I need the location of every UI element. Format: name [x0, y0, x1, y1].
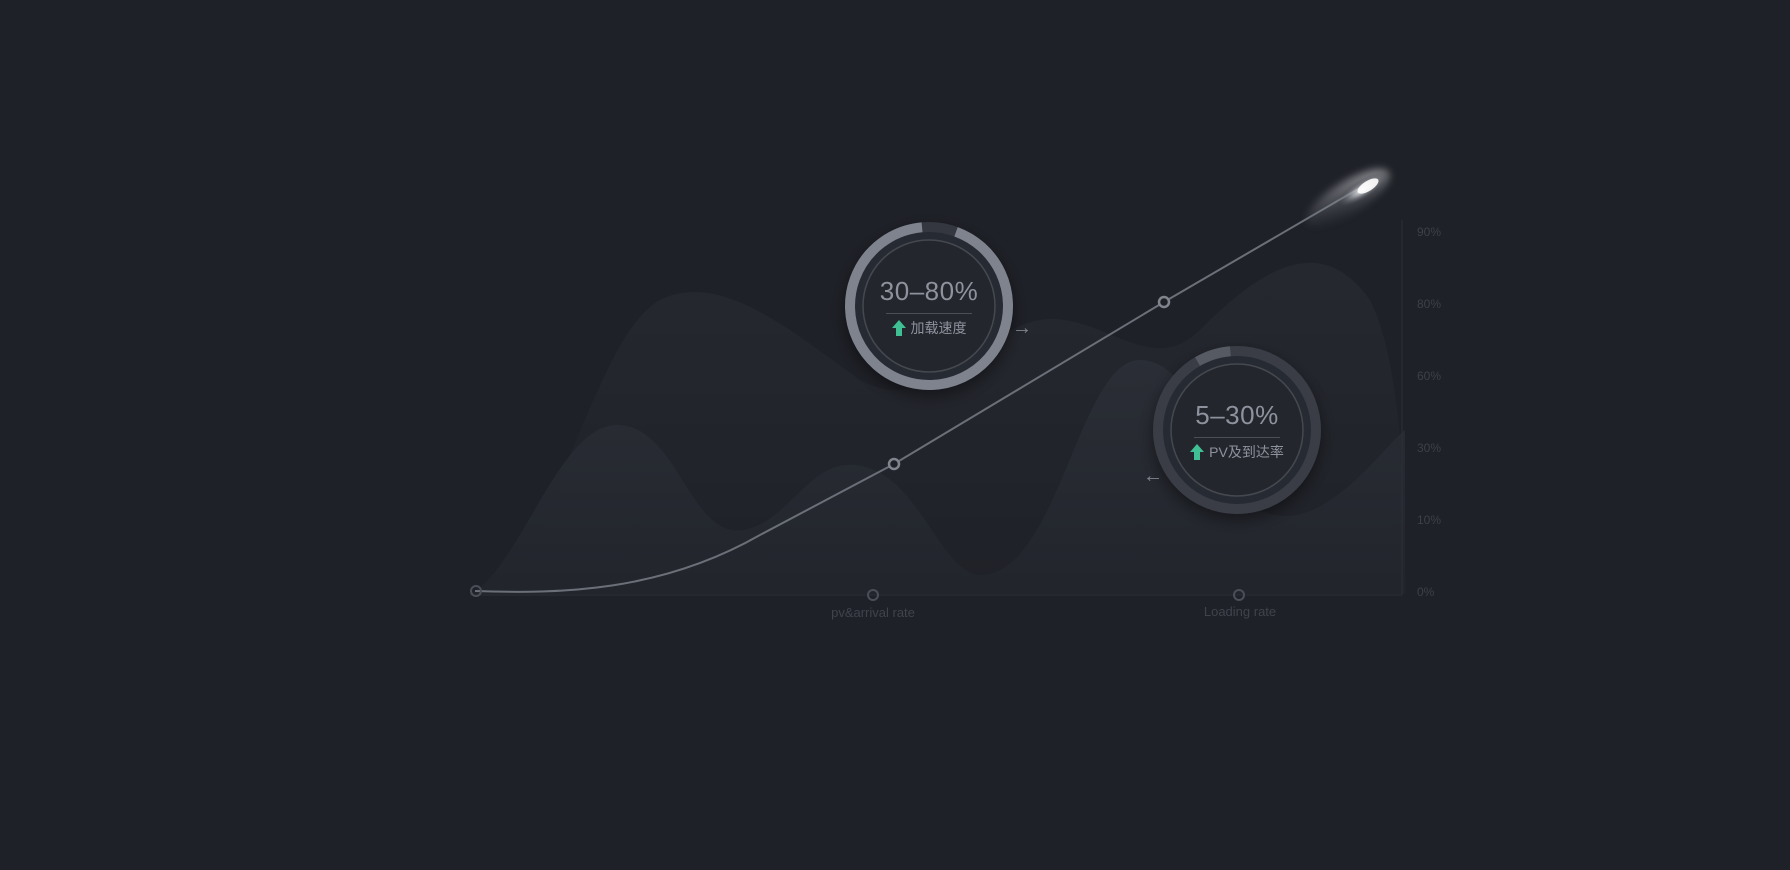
pv-arrival-ring-inner: [1170, 363, 1304, 497]
arrow-right-icon: →: [1012, 317, 1032, 339]
pv-arrival-divider: [1194, 437, 1280, 438]
pv-arrival-ring-track: [1153, 346, 1321, 514]
arrow-left-icon: ←: [1143, 465, 1163, 487]
pv-arrival-caption-row: PV及到达率: [1190, 442, 1284, 462]
loading-speed-caption-row: 加载速度: [891, 318, 967, 338]
pv-arrival-value: 5–30%: [1195, 400, 1279, 430]
loading-speed-divider: [886, 313, 972, 314]
arrow-up-icon: [1190, 444, 1205, 460]
loading-speed-caption: 加载速度: [910, 320, 967, 336]
y-tick-label: 10%: [1417, 513, 1442, 527]
growth-line: [474, 181, 1371, 593]
line-point: [1157, 295, 1171, 309]
pv-arrival-ring-progress: [1153, 346, 1321, 514]
x-axis-label: pv&arrival rate: [831, 605, 915, 620]
pv-arrival-label: 5–30% PV及到达率: [1172, 400, 1302, 465]
y-tick-label: 80%: [1417, 297, 1442, 311]
loading-speed-ring-inner: [862, 239, 996, 373]
comet-icon: [1306, 169, 1390, 227]
loading-speed-ring-progress: [845, 222, 1013, 390]
y-tick-label: 90%: [1417, 225, 1442, 239]
line-point: [887, 457, 901, 471]
arrow-up-icon: [891, 320, 906, 336]
x-axis-marker: [1233, 589, 1245, 601]
pv-arrival-caption: PV及到达率: [1209, 444, 1284, 460]
x-axis-label: Loading rate: [1203, 604, 1277, 619]
x-axis-marker: [470, 585, 482, 597]
loading-speed-value: 30–80%: [879, 276, 979, 306]
y-tick-label: 0%: [1417, 585, 1435, 599]
y-tick-label: 60%: [1417, 369, 1442, 383]
y-tick-label: 30%: [1417, 441, 1442, 455]
loading-speed-label: 30–80% 加载速度: [869, 276, 989, 341]
x-axis-marker: [867, 589, 879, 601]
